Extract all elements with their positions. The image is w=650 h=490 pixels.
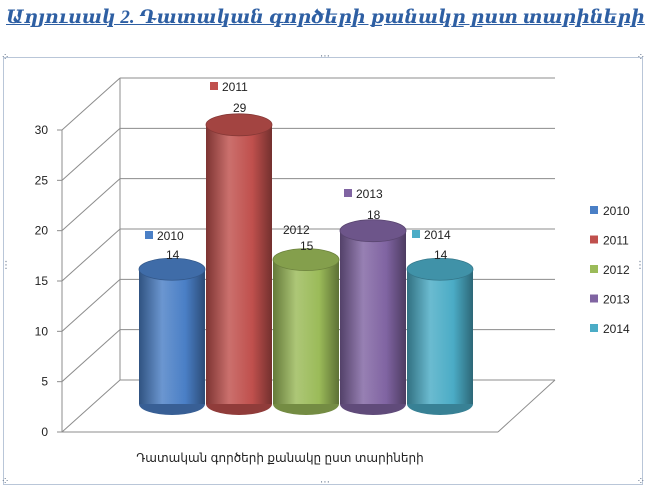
bar-body xyxy=(206,124,272,404)
chart-floor xyxy=(62,379,556,433)
gridline-depth xyxy=(61,329,121,383)
gridline-depth xyxy=(61,127,121,181)
bar-2012 xyxy=(272,248,340,415)
legend-swatch xyxy=(590,324,598,332)
x-axis-label: Դատական գործերի քանակը ըստ տարիների xyxy=(136,451,423,465)
gridline-depth xyxy=(61,379,121,433)
y-tick-label: 10 xyxy=(35,324,49,338)
y-tick-label: 25 xyxy=(35,173,49,187)
bar-2010 xyxy=(138,257,206,415)
legend-label: 2014 xyxy=(603,322,630,336)
legend-item-2010: 2010 xyxy=(590,204,630,218)
resize-handle-corner-tl-icon[interactable]: ⁘ xyxy=(1,52,10,63)
resize-handle-bottom-icon[interactable]: ⋯ xyxy=(320,477,330,488)
y-tick-label: 0 xyxy=(41,425,48,439)
legend-swatch xyxy=(590,265,598,273)
data-label-series: 2012 xyxy=(283,223,310,237)
resize-handle-corner-tr-icon[interactable]: ⁘ xyxy=(636,52,645,63)
legend-swatch xyxy=(590,206,598,214)
bar-top xyxy=(339,219,407,243)
data-label-value: 14 xyxy=(434,248,448,262)
data-label-swatch xyxy=(145,231,153,239)
bar-2013 xyxy=(339,219,407,415)
legend-item-2013: 2013 xyxy=(590,293,630,307)
bar-body xyxy=(407,269,473,404)
data-label-value: 29 xyxy=(233,101,247,115)
resize-handle-corner-bl-icon[interactable]: ⁘ xyxy=(1,476,10,487)
gridline-depth xyxy=(61,178,121,232)
legend-label: 2011 xyxy=(603,234,629,248)
gridline-depth xyxy=(61,278,121,332)
chart-caption: Աղյուսակ 2. Դատական գործերի քանակը ըստ տ… xyxy=(6,7,645,28)
bar-2011 xyxy=(205,113,273,415)
data-label-2014: 2014 14 xyxy=(412,228,451,262)
y-tick-label: 30 xyxy=(35,123,49,137)
data-label-series: 2013 xyxy=(356,187,383,201)
bar-body xyxy=(340,230,406,404)
data-label-series: 2010 xyxy=(157,229,184,243)
legend-item-2012: 2012 xyxy=(590,263,630,277)
legend: 2010 2011 2012 2013 2014 xyxy=(590,204,630,336)
data-label-value: 15 xyxy=(300,239,314,253)
gridline-depth xyxy=(61,228,121,282)
resize-handle-left-icon[interactable]: ⋮ xyxy=(1,260,11,271)
floor-right-edge xyxy=(497,379,556,433)
bar-top xyxy=(272,248,340,271)
y-tick-label: 20 xyxy=(35,224,49,238)
y-axis: 0 5 10 15 20 25 30 xyxy=(35,78,121,439)
resize-handle-right-icon[interactable]: ⋮ xyxy=(635,260,645,271)
legend-item-2014: 2014 xyxy=(590,322,630,336)
gridline-depth xyxy=(61,77,121,131)
data-label-swatch xyxy=(344,189,352,197)
legend-label: 2012 xyxy=(603,263,630,277)
bars xyxy=(138,113,474,415)
data-label-2010: 2010 14 xyxy=(145,229,184,262)
legend-label: 2010 xyxy=(603,204,630,218)
bar-top xyxy=(406,257,474,281)
data-label-series: 2014 xyxy=(424,228,451,242)
bar-2014 xyxy=(406,257,474,415)
resize-handle-top-icon[interactable]: ⋯ xyxy=(320,51,330,62)
data-label-series: 2011 xyxy=(222,80,248,94)
bar-top xyxy=(205,113,273,137)
resize-handle-corner-br-icon[interactable]: ⁘ xyxy=(636,476,645,487)
data-label-2012: 2012 15 xyxy=(283,223,314,253)
bar-body xyxy=(139,269,205,404)
data-label-value: 14 xyxy=(166,248,180,262)
data-labels: 2010 14 2011 29 2012 15 2013 18 2014 14 xyxy=(145,80,451,262)
data-label-value: 18 xyxy=(367,208,381,222)
data-label-swatch xyxy=(210,82,218,90)
data-label-2013: 2013 18 xyxy=(344,187,383,222)
data-label-swatch xyxy=(412,230,420,238)
legend-item-2011: 2011 xyxy=(590,234,629,248)
data-label-2011: 2011 29 xyxy=(210,80,248,115)
bar-top xyxy=(138,257,206,281)
legend-swatch xyxy=(590,235,598,244)
legend-swatch xyxy=(590,294,598,303)
legend-label: 2013 xyxy=(603,293,630,307)
y-tick-label: 15 xyxy=(35,274,49,288)
bar-body xyxy=(273,259,339,404)
y-tick-label: 5 xyxy=(41,375,48,389)
